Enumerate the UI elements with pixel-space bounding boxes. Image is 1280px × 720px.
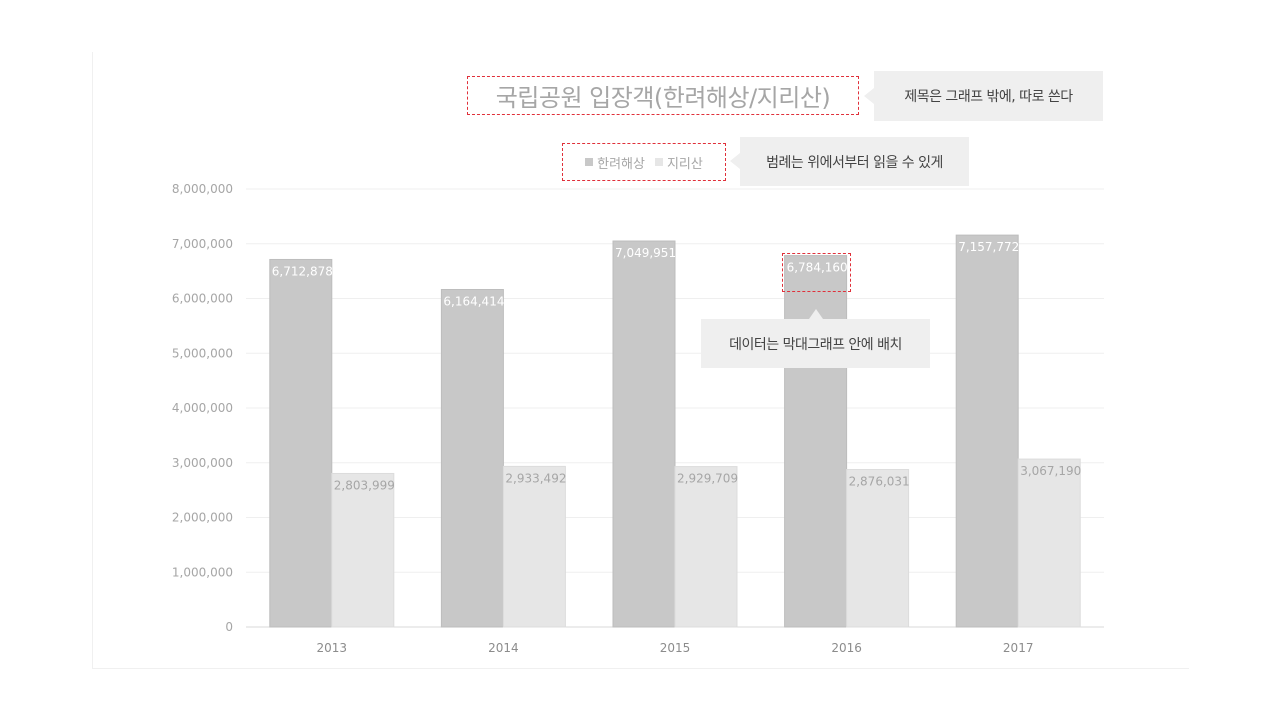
bar-series-b-2013	[331, 472, 395, 628]
y-tick-label: 2,000,000	[172, 511, 233, 525]
y-tick-label: 5,000,000	[172, 346, 233, 360]
title-note-pointer	[864, 88, 874, 104]
y-tick-label: 6,000,000	[172, 292, 233, 306]
data-label: 2,933,492	[505, 471, 566, 485]
y-tick-label: 3,000,000	[172, 456, 233, 470]
data-annotation-text: 데이터는 막대그래프 안에 배치	[729, 336, 902, 353]
data-label: 6,712,878	[272, 264, 333, 278]
bar-series-b-2015	[674, 466, 738, 628]
legend-annotation: 범례는 위에서부터 읽을 수 있게	[740, 137, 969, 186]
x-tick-label: 2015	[660, 641, 691, 655]
legend-label-series-a: 한려해상	[597, 156, 645, 172]
x-tick-label: 2017	[1003, 641, 1034, 655]
bar-series-b-2014	[502, 465, 566, 628]
data-label: 2,876,031	[849, 475, 910, 489]
data-note-pointer	[809, 309, 823, 319]
data-label: 2,929,709	[677, 472, 738, 486]
data-annotation: 데이터는 막대그래프 안에 배치	[701, 319, 930, 368]
chart-title: 국립공원 입장객(한려해상/지리산)	[495, 84, 831, 112]
legend-item-series-b: 지리산	[654, 153, 703, 172]
y-tick-label: 7,000,000	[172, 237, 233, 251]
legend-note-pointer	[730, 153, 740, 169]
x-tick-label: 2013	[317, 641, 348, 655]
legend-swatch-series-a	[585, 158, 594, 166]
legend-annotation-text: 범례는 위에서부터 읽을 수 있게	[766, 154, 943, 171]
data-label: 6,784,160	[787, 261, 848, 275]
legend-label-series-b: 지리산	[666, 156, 703, 172]
bar-series-a-2014	[440, 288, 504, 628]
bar-series-b-2017	[1017, 458, 1081, 628]
chart-title-box: 국립공원 입장객(한려해상/지리산)	[467, 76, 859, 115]
x-tick-label: 2016	[831, 641, 862, 655]
data-label: 2,803,999	[334, 478, 395, 492]
bar-series-a-2017	[955, 234, 1019, 628]
y-tick-label: 8,000,000	[172, 182, 233, 196]
y-tick-label: 4,000,000	[172, 401, 233, 415]
title-annotation-text: 제목은 그래프 밖에, 따로 쓴다	[904, 89, 1073, 105]
y-tick-label: 0	[225, 620, 233, 634]
legend-item-series-a: 한려해상	[585, 153, 645, 172]
data-label-highlight-box	[782, 253, 851, 292]
title-annotation: 제목은 그래프 밖에, 따로 쓴다	[874, 71, 1103, 121]
chart-frame	[92, 52, 1189, 669]
chart-legend: 한려해상 지리산	[562, 143, 726, 181]
data-label: 7,049,951	[615, 246, 676, 260]
bar-series-b-2016	[846, 469, 910, 628]
y-tick-label: 1,000,000	[172, 565, 233, 579]
data-label: 6,164,414	[443, 294, 504, 308]
data-label: 7,157,772	[958, 240, 1019, 254]
legend-swatch-series-b	[654, 158, 663, 166]
data-label: 3,067,190	[1020, 464, 1081, 478]
bar-series-a-2015	[612, 240, 676, 628]
x-tick-label: 2014	[488, 641, 519, 655]
bar-series-a-2013	[269, 258, 333, 628]
